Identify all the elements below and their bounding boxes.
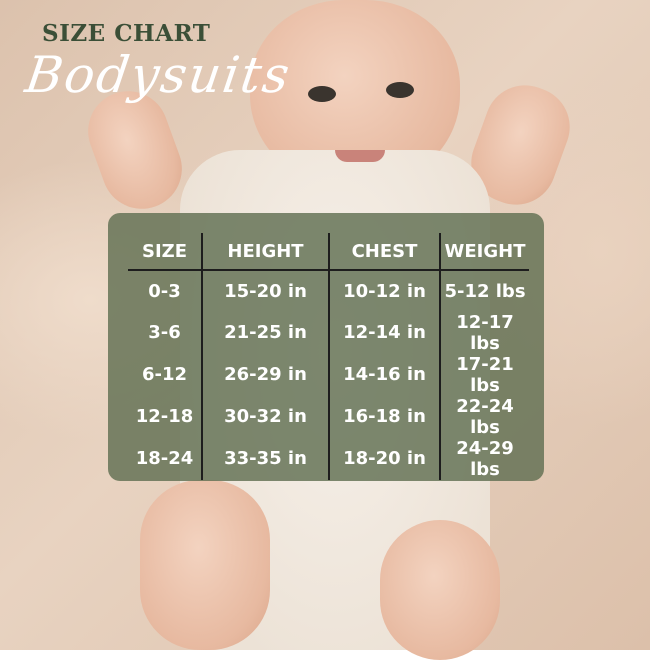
header-weight: WEIGHT (439, 233, 529, 271)
table-header-row: SIZE HEIGHT CHEST WEIGHT (128, 233, 529, 271)
cell-weight: 12-17 lbs (439, 311, 529, 354)
baby-eye-left (308, 86, 336, 102)
cell-size: 18-24 (135, 448, 194, 469)
header-chest: CHEST (328, 233, 440, 271)
baby-mouth (335, 150, 385, 162)
cell-weight: 17-21 lbs (439, 353, 529, 396)
cell-chest: 18-20 in (328, 437, 440, 480)
baby-right-leg (380, 520, 500, 660)
cell-weight: 5-12 lbs (439, 270, 529, 312)
header-height: HEIGHT (201, 233, 329, 271)
table-row: 3-6 21-25 in 12-14 in 12-17 lbs (128, 311, 529, 354)
cell-height: 30-32 in (201, 395, 329, 438)
cell-size: 12-18 (135, 406, 194, 427)
page-subtitle: Bodysuits (21, 46, 295, 104)
baby-eye-right (386, 82, 414, 98)
cell-size: 6-12 (141, 364, 188, 385)
cell-chest: 16-18 in (328, 395, 440, 438)
cell-height: 21-25 in (201, 311, 329, 354)
table-row: 18-24 33-35 in 18-20 in 24-29 lbs (128, 437, 529, 480)
cell-chest: 12-14 in (328, 311, 440, 354)
cell-height: 33-35 in (201, 437, 329, 480)
size-chart-table: SIZE HEIGHT CHEST WEIGHT 0-3 15-20 in 10-1… (128, 233, 529, 480)
size-chart-panel: SIZE HEIGHT CHEST WEIGHT 0-3 15-20 in 10-1… (108, 213, 544, 481)
baby-left-leg (140, 480, 270, 650)
cell-height: 26-29 in (201, 353, 329, 396)
cell-chest: 10-12 in (328, 270, 440, 312)
table-row: 12-18 30-32 in 16-18 in 22-24 lbs (128, 395, 529, 438)
table-row: 6-12 26-29 in 14-16 in 17-21 lbs (128, 353, 529, 396)
table-row: 0-3 15-20 in 10-12 in 5-12 lbs (128, 270, 529, 312)
cell-size: 0-3 (148, 280, 181, 302)
header-size: SIZE (128, 233, 202, 271)
cell-weight: 24-29 lbs (439, 437, 529, 480)
cell-chest: 14-16 in (328, 353, 440, 396)
cell-height: 15-20 in (201, 270, 329, 312)
cell-weight: 22-24 lbs (439, 395, 529, 438)
page-title: SIZE CHART (42, 20, 211, 47)
cell-size: 3-6 (148, 322, 181, 343)
